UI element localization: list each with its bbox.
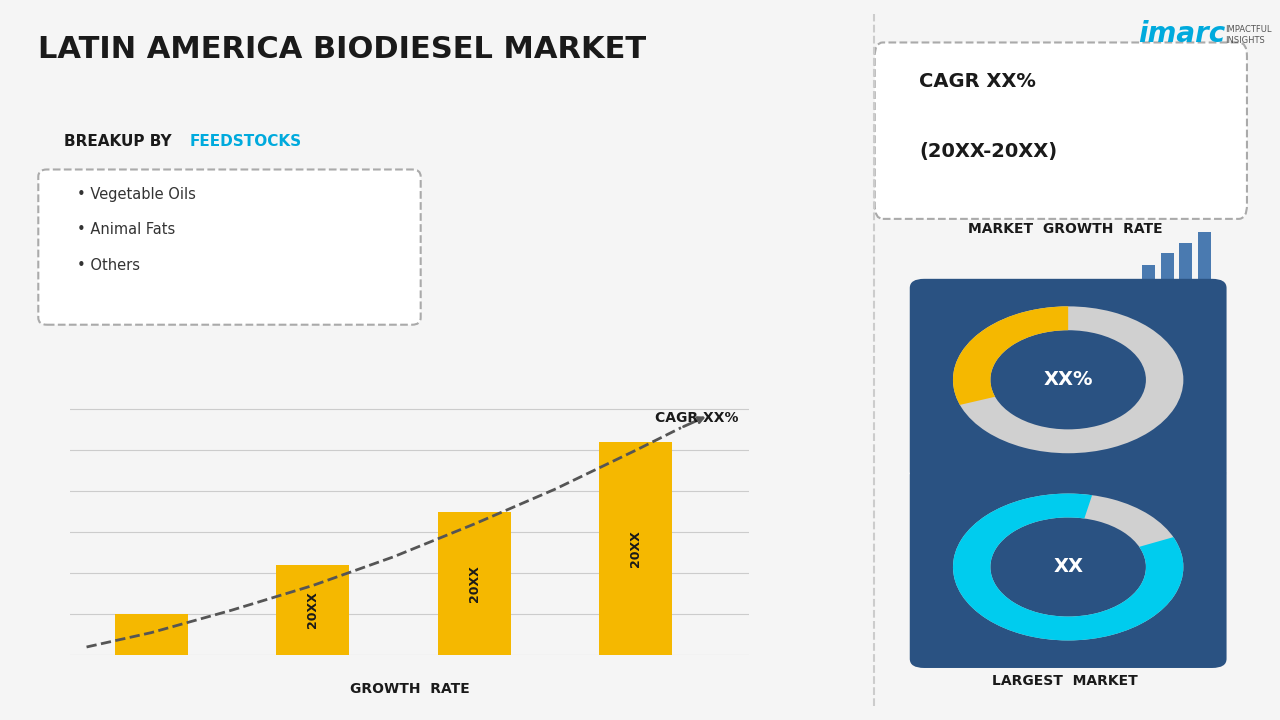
Text: 20XX: 20XX (306, 592, 319, 629)
Bar (1142, 265, 1155, 279)
Bar (1161, 253, 1174, 279)
Text: HIGHEST CAGR: HIGHEST CAGR (1006, 490, 1124, 505)
Text: 20XX: 20XX (630, 530, 643, 567)
Text: • Animal Fats: • Animal Fats (77, 222, 175, 238)
Text: XX%: XX% (1043, 370, 1093, 390)
FancyBboxPatch shape (910, 279, 1226, 481)
Wedge shape (954, 494, 1183, 640)
Bar (1179, 243, 1192, 279)
Text: FEEDSTOCKS: FEEDSTOCKS (189, 134, 302, 149)
Wedge shape (952, 493, 1183, 641)
Wedge shape (952, 307, 1183, 454)
Text: LARGEST  MARKET: LARGEST MARKET (992, 674, 1138, 688)
FancyBboxPatch shape (874, 42, 1247, 219)
Bar (1198, 233, 1211, 279)
Bar (599, 442, 672, 655)
Wedge shape (954, 307, 1068, 405)
Bar (438, 512, 511, 655)
Text: BREAKUP BY: BREAKUP BY (64, 134, 177, 149)
FancyBboxPatch shape (38, 169, 421, 325)
Bar (276, 565, 349, 655)
Text: MARKET  GROWTH  RATE: MARKET GROWTH RATE (968, 222, 1162, 236)
Text: XX: XX (1053, 557, 1083, 577)
Text: • Others: • Others (77, 258, 140, 273)
Text: CAGR XX%: CAGR XX% (919, 72, 1036, 91)
Bar (115, 614, 187, 655)
Text: 20XX: 20XX (467, 565, 481, 602)
Text: • Vegetable Oils: • Vegetable Oils (77, 187, 196, 202)
Text: IMPACTFUL
INSIGHTS: IMPACTFUL INSIGHTS (1225, 24, 1271, 45)
Text: GROWTH  RATE: GROWTH RATE (349, 682, 470, 696)
Text: CAGR XX%: CAGR XX% (655, 411, 739, 425)
FancyBboxPatch shape (910, 466, 1226, 668)
Text: LATIN AMERICA BIODIESEL MARKET: LATIN AMERICA BIODIESEL MARKET (38, 35, 646, 64)
Text: (20XX-20XX): (20XX-20XX) (919, 143, 1057, 161)
Text: imarc: imarc (1138, 20, 1225, 48)
